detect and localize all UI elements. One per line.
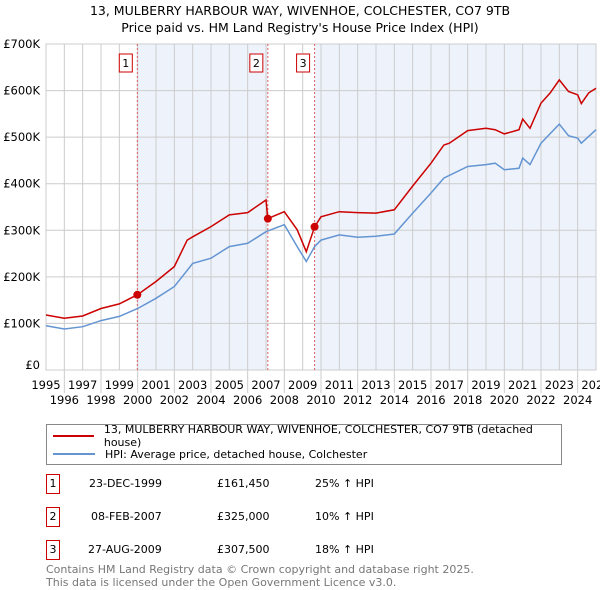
sale-point	[263, 214, 272, 223]
sale-label-box	[118, 53, 133, 73]
x-tick-label: 2003	[178, 378, 207, 392]
x-tick-label: 1998	[86, 393, 115, 407]
sale-date: 23-DEC-1999	[89, 477, 163, 490]
x-tick-label: 2015	[398, 378, 427, 392]
sale-label: 1	[122, 57, 129, 70]
x-tick-label: 2022	[526, 393, 555, 407]
legend-label-property: 13, MULBERRY HARBOUR WAY, WIVENHOE, COLC…	[103, 423, 533, 449]
sale-label-box	[296, 53, 311, 73]
sale-marker-badge: 1	[46, 474, 60, 494]
x-tick-label: 2011	[325, 378, 354, 392]
x-tick-label: 2018	[453, 393, 482, 407]
series-line	[45, 122, 597, 330]
x-tick-label: 1997	[68, 378, 97, 392]
sale-row: 3 27-AUG-2009 £307,500 18% ↑ HPI	[46, 540, 546, 560]
x-tick-label: 1996	[50, 393, 79, 407]
legend-swatch-hpi	[53, 453, 95, 455]
x-tick-label: 2025	[581, 378, 600, 392]
sale-hpi-diff: 25% ↑ HPI	[315, 477, 374, 490]
sale-label-box	[249, 53, 264, 73]
series-line	[45, 78, 597, 320]
x-tick-label: 2012	[343, 393, 372, 407]
y-tick-label: £300K	[3, 223, 40, 237]
sale-date: 08-FEB-2007	[91, 510, 162, 523]
price-chart: 1995199619971998199920002001200220032004…	[3, 37, 600, 407]
x-tick-label: 2010	[306, 393, 335, 407]
legend-item-hpi: HPI: Average price, detached house, Colc…	[53, 446, 367, 462]
x-tick-label: 2013	[361, 378, 390, 392]
sale-hpi-diff: 10% ↑ HPI	[315, 510, 374, 523]
legend-label-hpi: HPI: Average price, detached house, Colc…	[105, 447, 368, 461]
x-tick-label: 2019	[471, 378, 500, 392]
shaded-region	[314, 44, 596, 370]
y-tick-label: £500K	[3, 130, 40, 144]
x-tick-label: 1995	[31, 378, 60, 392]
x-tick-label: 2008	[270, 393, 299, 407]
sale-row: 2 08-FEB-2007 £325,000 10% ↑ HPI	[46, 507, 546, 527]
x-tick-label: 2024	[563, 393, 592, 407]
y-tick-label: £400K	[3, 177, 40, 191]
y-tick-label: £600K	[3, 84, 40, 98]
x-tick-label: 2005	[215, 378, 244, 392]
x-tick-label: 2002	[160, 393, 189, 407]
x-tick-label: 2009	[288, 378, 317, 392]
sale-date: 27-AUG-2009	[88, 543, 162, 556]
footer-licence: This data is licensed under the Open Gov…	[46, 576, 397, 589]
legend-item-property: 13, MULBERRY HARBOUR WAY, WIVENHOE, COLC…	[53, 423, 561, 449]
sale-label: 2	[253, 57, 260, 70]
sale-marker-badge: 2	[46, 507, 60, 527]
x-tick-label: 2017	[435, 378, 464, 392]
legend-swatch-property	[53, 435, 94, 437]
x-tick-label: 2021	[508, 378, 537, 392]
x-tick-label: 2004	[196, 393, 225, 407]
x-tick-label: 2006	[233, 393, 262, 407]
x-tick-label: 2001	[141, 378, 170, 392]
x-tick-label: 2023	[545, 378, 574, 392]
sale-price: £161,450	[217, 477, 270, 490]
sale-hpi-diff: 18% ↑ HPI	[315, 543, 374, 556]
x-tick-label: 2020	[490, 393, 519, 407]
sale-marker-badge: 3	[46, 540, 60, 560]
sale-point	[310, 222, 319, 231]
shaded-region	[137, 44, 268, 370]
sale-price: £325,000	[217, 510, 270, 523]
y-tick-label: £0	[25, 358, 40, 372]
sale-point	[133, 290, 142, 299]
y-tick-label: £700K	[3, 37, 40, 51]
x-tick-label: 2016	[416, 393, 445, 407]
footer-copyright: Contains HM Land Registry data © Crown c…	[46, 563, 474, 576]
sale-price: £307,500	[217, 543, 270, 556]
sale-label: 3	[300, 57, 307, 70]
x-tick-label: 2014	[380, 393, 409, 407]
chart-title: 13, MULBERRY HARBOUR WAY, WIVENHOE, COLC…	[89, 3, 511, 18]
x-tick-label: 1999	[105, 378, 134, 392]
y-tick-label: £100K	[3, 316, 40, 330]
legend: 13, MULBERRY HARBOUR WAY, WIVENHOE, COLC…	[46, 423, 562, 465]
x-tick-label: 2000	[123, 393, 152, 407]
sale-row: 1 23-DEC-1999 £161,450 25% ↑ HPI	[46, 474, 546, 494]
plot-frame	[45, 43, 597, 371]
chart-subtitle: Price paid vs. HM Land Registry's House …	[121, 20, 479, 35]
x-tick-label: 2007	[251, 378, 280, 392]
y-tick-label: £200K	[3, 270, 40, 284]
